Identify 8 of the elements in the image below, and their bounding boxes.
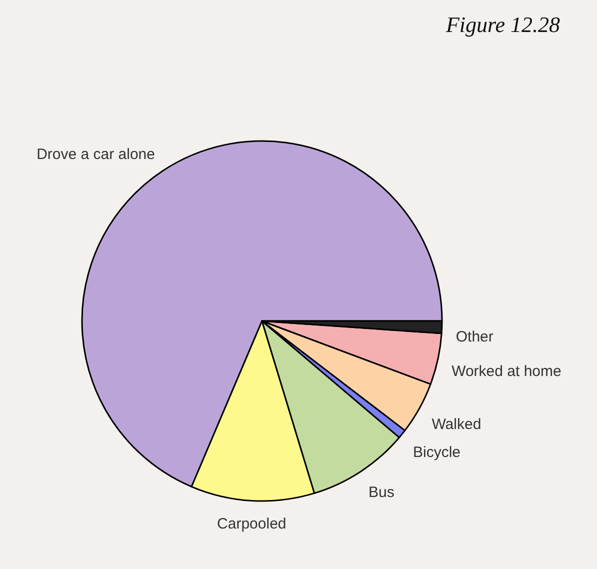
slice-label: Walked (432, 416, 482, 433)
slice-label: Other (456, 328, 494, 346)
slice-label: Bicycle (413, 444, 461, 461)
slice-label: Bus (368, 484, 394, 502)
slice-label: Worked at home (452, 363, 562, 380)
slice-label: Drove a car alone (36, 146, 155, 164)
slice-label: Carpooled (217, 516, 286, 533)
chart-title: Figure 12.28 (444, 12, 560, 37)
